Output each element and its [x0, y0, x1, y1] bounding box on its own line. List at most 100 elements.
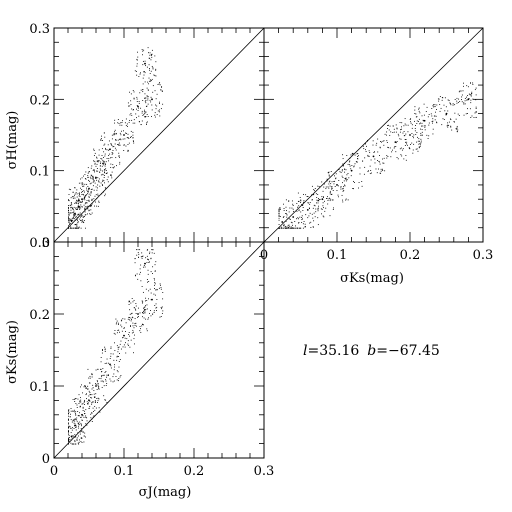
- data-point: [70, 435, 73, 438]
- data-point: [78, 199, 79, 201]
- data-point: [107, 176, 109, 178]
- data-point: [72, 410, 74, 412]
- data-point: [158, 83, 160, 85]
- data-point: [87, 388, 89, 390]
- data-point: [341, 188, 343, 190]
- data-point: [145, 297, 147, 299]
- data-point: [88, 187, 90, 190]
- data-point: [82, 198, 84, 200]
- data-point: [74, 440, 76, 442]
- data-point: [145, 99, 147, 101]
- data-point: [332, 190, 334, 191]
- data-point: [90, 189, 92, 191]
- data-point: [89, 183, 91, 185]
- data-point: [148, 57, 150, 59]
- data-point: [68, 443, 69, 444]
- data-point: [118, 143, 120, 145]
- data-point: [428, 124, 430, 126]
- data-point: [70, 427, 72, 429]
- data-point: [123, 327, 125, 329]
- data-point: [73, 210, 75, 212]
- data-point: [420, 140, 422, 142]
- data-point: [284, 227, 286, 229]
- data-point: [160, 108, 162, 110]
- data-point: [133, 109, 134, 110]
- data-point: [346, 179, 348, 181]
- data-point: [154, 287, 155, 289]
- data-point: [73, 435, 74, 437]
- data-point: [329, 192, 331, 193]
- data-point: [142, 77, 144, 79]
- data-point: [69, 227, 71, 229]
- data-point: [84, 208, 86, 210]
- data-point: [129, 105, 131, 107]
- data-point: [84, 432, 86, 434]
- data-point: [90, 205, 92, 207]
- data-point: [133, 307, 135, 309]
- data-point: [96, 170, 98, 172]
- data-point: [112, 152, 114, 154]
- data-point: [302, 203, 304, 205]
- data-point: [143, 74, 145, 76]
- data-point: [155, 68, 157, 70]
- data-point: [79, 208, 81, 210]
- data-point: [125, 132, 127, 134]
- data-point: [354, 163, 356, 165]
- data-point: [471, 93, 473, 94]
- data-point: [72, 197, 74, 199]
- data-point: [91, 412, 93, 414]
- data-point: [103, 132, 105, 134]
- data-point: [434, 106, 436, 108]
- data-point: [406, 141, 408, 143]
- data-point: [140, 280, 142, 282]
- data-point: [101, 386, 103, 388]
- data-point: [428, 135, 430, 137]
- data-point: [317, 207, 319, 209]
- data-point: [68, 225, 69, 227]
- data-point: [72, 208, 74, 210]
- data-point: [71, 217, 73, 219]
- data-point: [77, 202, 79, 204]
- data-point: [91, 174, 93, 176]
- data-point: [115, 139, 117, 141]
- data-point: [84, 174, 86, 176]
- data-point: [103, 374, 105, 376]
- data-point: [422, 125, 424, 127]
- data-point: [421, 115, 423, 117]
- data-point: [386, 157, 388, 159]
- data-point: [146, 124, 147, 125]
- data-point: [71, 196, 73, 198]
- data-point: [330, 171, 332, 172]
- data-point: [94, 195, 96, 197]
- data-point: [395, 142, 397, 144]
- data-point: [146, 105, 148, 107]
- data-point: [372, 144, 374, 146]
- data-point: [447, 110, 449, 112]
- data-point: [87, 185, 89, 187]
- data-point: [446, 114, 447, 116]
- data-point: [306, 209, 309, 211]
- data-point: [74, 411, 76, 413]
- data-point: [85, 178, 87, 180]
- data-point: [393, 147, 395, 149]
- data-point: [137, 107, 139, 109]
- data-point: [144, 60, 146, 62]
- data-point: [153, 74, 155, 76]
- data-point: [147, 103, 149, 105]
- data-point: [108, 160, 110, 162]
- data-point: [102, 179, 104, 181]
- data-point: [287, 227, 289, 228]
- data-point: [78, 424, 80, 426]
- data-point: [128, 300, 130, 302]
- data-point: [84, 401, 85, 403]
- data-point: [96, 156, 97, 158]
- data-point: [418, 108, 420, 110]
- data-point: [68, 441, 69, 443]
- data-point: [418, 107, 420, 109]
- data-point: [111, 144, 113, 146]
- data-point: [298, 209, 300, 211]
- data-point: [142, 312, 144, 314]
- data-point: [127, 150, 129, 152]
- data-point: [278, 211, 280, 213]
- data-point: [331, 186, 333, 188]
